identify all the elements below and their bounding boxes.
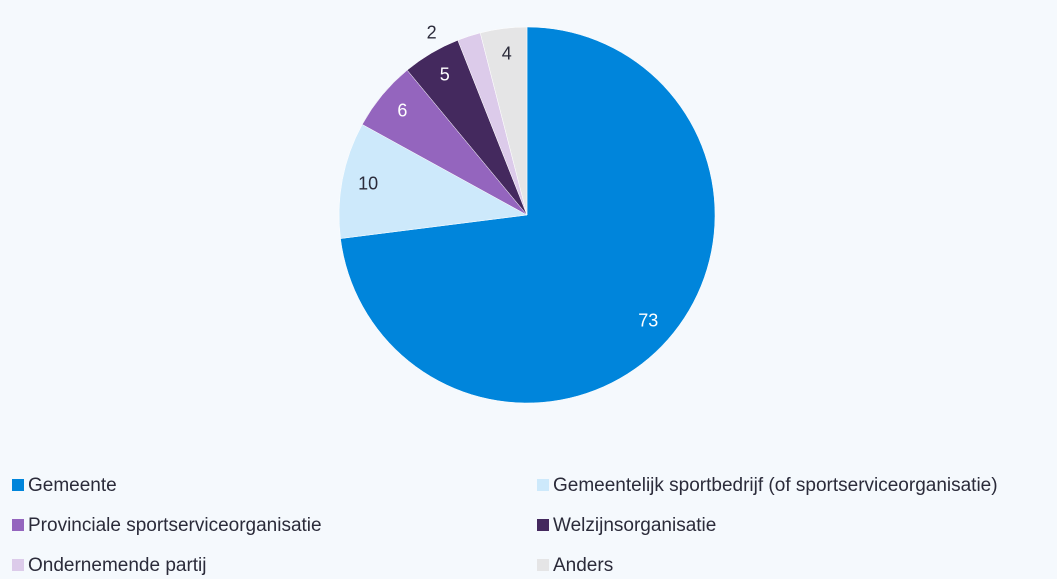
data-label: 5	[440, 65, 450, 85]
data-label: 4	[502, 43, 512, 63]
data-label: 2	[427, 22, 437, 42]
pie-slice	[479, 26, 528, 216]
legend-swatch	[537, 479, 549, 491]
pie-slice	[338, 124, 528, 239]
legend-swatch	[537, 559, 549, 571]
data-label: 73	[638, 311, 658, 331]
legend-label: Gemeentelijk sportbedrijf (of sportservi…	[553, 475, 998, 496]
legend-label: Gemeente	[28, 475, 117, 496]
legend-label: Welzijnsorganisatie	[553, 515, 716, 536]
legend-label: Ondernemende partij	[28, 555, 207, 576]
legend-swatch	[12, 519, 24, 531]
legend-swatch	[12, 479, 24, 491]
legend-label: Provinciale sportserviceorganisatie	[28, 515, 322, 536]
data-label: 10	[358, 173, 378, 193]
legend-swatch	[12, 559, 24, 571]
legend-label: Anders	[553, 555, 613, 576]
legend-swatch	[537, 519, 549, 531]
data-label: 6	[397, 101, 407, 121]
pie-slice	[340, 26, 716, 404]
